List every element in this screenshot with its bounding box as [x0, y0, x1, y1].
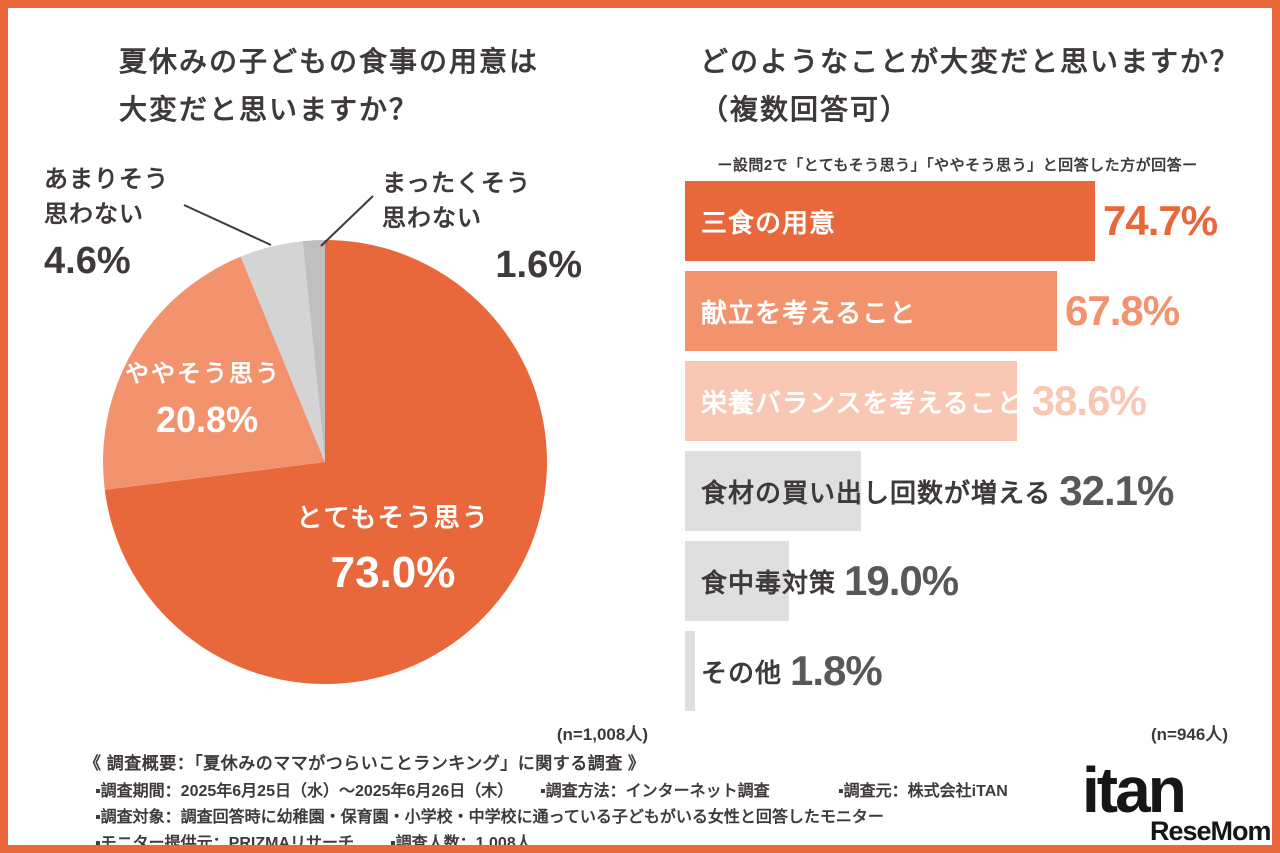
bar-fill: [685, 181, 1095, 261]
pie-callout-mattaku-line2: 思わない: [382, 205, 482, 232]
bar-label: 栄養バランスを考えること: [701, 387, 1024, 418]
left-chart-title-line2: 大変だと思いますか？: [119, 94, 420, 125]
bar-value: 19.0%: [844, 557, 959, 604]
bar-content: 献立を考えること 67.8%: [685, 271, 1245, 351]
bar-fill: [685, 451, 861, 531]
pie-slice-value-yaya: 20.8%: [155, 399, 259, 440]
pie-slice: [104, 240, 547, 684]
bar-content: 食材の買い出し回数が増える 32.1%: [685, 451, 1245, 531]
pie-callout-amari-label: あまりそう 思わない: [44, 162, 169, 232]
bar-content: 三食の用意 74.7%: [685, 181, 1245, 261]
pie-callout-mattaku-line1: まったくそう: [382, 170, 532, 197]
resemom-logo-text: ReseMom: [1150, 816, 1272, 846]
bar-label: その他: [701, 657, 783, 688]
pie-slice: [302, 240, 325, 462]
bar-fill: [685, 271, 1057, 351]
survey-period: ▪調査期間：2025年6月25日（水）〜2025年6月26日（木）: [95, 783, 514, 800]
bar-row: 食材の買い出し回数が増える 32.1%: [685, 451, 1245, 531]
callout-line-right: [320, 195, 374, 247]
pie-slice-label-totemo: とてもそう思う: [296, 502, 490, 533]
bar-fill: [685, 361, 1017, 441]
bar-chart: 三食の用意 74.7% 献立を考えること 67.8% 栄養バランスを考えること …: [685, 181, 1245, 721]
survey-source: ▪調査元：株式会社iTAN: [838, 783, 1008, 800]
pie-n-label: (n=1,008人): [556, 725, 648, 744]
survey-monitor: ▪モニター提供元：PRIZMAリサーチ: [95, 835, 355, 852]
pie-callout-mattaku-value: 1.6%: [495, 244, 582, 286]
bar-value: 67.8%: [1065, 287, 1180, 334]
pie-callout-amari-value: 4.6%: [44, 240, 131, 282]
bar-value: 74.7%: [1103, 197, 1218, 244]
bar-content: 食中毒対策 19.0%: [685, 541, 1245, 621]
right-chart-title: どのようなことが大変だと思いますか？ （複数回答可）: [700, 38, 1240, 134]
pie-callout-amari-line2: 思わない: [44, 201, 144, 228]
bar-label: 食中毒対策: [701, 567, 837, 598]
right-chart-title-line2: （複数回答可）: [700, 94, 911, 125]
pie-slice-label-yaya: ややそう思う: [125, 360, 281, 388]
bar-content: 栄養バランスを考えること 38.6%: [685, 361, 1245, 441]
bar-value: 32.1%: [1059, 467, 1174, 514]
pie-chart: [103, 240, 547, 684]
bar-row: 献立を考えること 67.8%: [685, 271, 1245, 351]
resemom-logo: リセマム ReseMom: [1150, 806, 1280, 847]
bar-value: 1.8%: [790, 647, 883, 694]
survey-overview-title: 《 調査概要：「夏休みのママがつらいことランキング」に関する調査 》: [84, 754, 646, 773]
survey-method: ▪調査方法：インターネット調査: [540, 783, 770, 800]
callout-lines: [183, 195, 374, 247]
itan-logo: itan: [1082, 754, 1187, 826]
bar-fill: [685, 541, 789, 621]
callout-line-left: [183, 204, 272, 246]
pie-callout-amari: あまりそう 思わない 4.6%: [44, 162, 169, 283]
survey-target: ▪調査対象：調査回答時に幼稚園・保育園・小学校・中学校に通っている子どもがいる女…: [95, 809, 884, 826]
bar-content: その他 1.8%: [685, 631, 1245, 711]
bar-fill: [685, 631, 695, 711]
pie-callout-amari-line1: あまりそう: [44, 166, 169, 193]
bar-row: 栄養バランスを考えること 38.6%: [685, 361, 1245, 441]
pie-callout-mattaku: まったくそう 思わない 1.6%: [382, 166, 582, 287]
bar-label: 三食の用意: [701, 207, 837, 238]
bar-label: 食材の買い出し回数が増える: [701, 477, 1052, 508]
bar-value: 38.6%: [1031, 377, 1147, 424]
survey-count: ▪調査人数：1,008人: [390, 835, 532, 852]
right-chart-title-line1: どのようなことが大変だと思いますか？: [700, 46, 1241, 77]
bar-row: 三食の用意 74.7%: [685, 181, 1245, 261]
right-chart-subtitle: ー設問2で「とてもそう思う」「ややそう思う」と回答した方が回答ー: [717, 157, 1198, 174]
pie-callout-mattaku-label: まったくそう 思わない: [382, 166, 582, 236]
left-chart-title: 夏休みの子どもの食事の用意は 大変だと思いますか？: [119, 38, 539, 134]
pie-slice: [103, 256, 326, 490]
pie-slice: [240, 241, 325, 462]
bar-n-label: (n=946人): [1151, 725, 1228, 744]
left-chart-title-line1: 夏休みの子どもの食事の用意は: [119, 46, 540, 77]
bar-row: その他 1.8%: [685, 631, 1245, 711]
bar-row: 食中毒対策 19.0%: [685, 541, 1245, 621]
bar-label: 献立を考えること: [701, 297, 917, 328]
pie-slice-value-totemo: 73.0%: [330, 548, 456, 597]
